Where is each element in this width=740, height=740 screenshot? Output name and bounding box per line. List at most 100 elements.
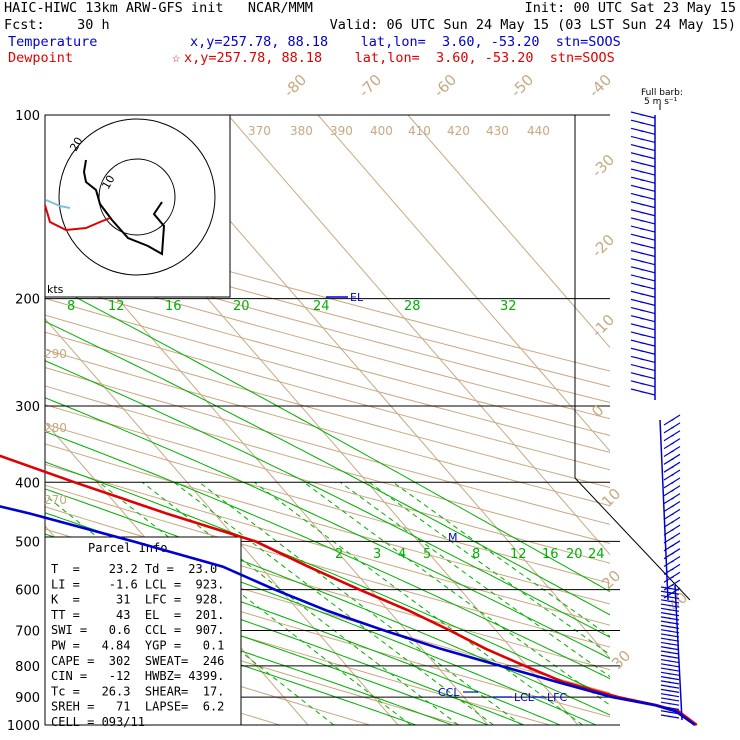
adiabat-label: 440 — [527, 124, 550, 138]
moist-adiabat-line — [45, 488, 610, 716]
hodograph-unit-label: kts — [47, 283, 64, 296]
dewpoint-profile-line — [0, 505, 696, 727]
wind-barb-flag — [640, 391, 645, 393]
moist-adiabat-line — [45, 280, 610, 593]
mixing-ratio-label: 24 — [588, 547, 605, 562]
dry-adiabat-line — [45, 463, 610, 626]
mixing-ratio-label: 3 — [373, 547, 381, 562]
el-label: EL — [350, 291, 364, 304]
wind-barb-flag — [670, 505, 674, 508]
dry-adiabat-line — [45, 599, 460, 725]
wind-barb-flag — [640, 325, 645, 328]
wind-barb-flag — [670, 560, 674, 563]
mixing-ratio-label: 20 — [566, 547, 583, 562]
wind-barb-flag — [670, 568, 674, 571]
wind-barb-flag — [640, 171, 645, 173]
dry-adiabat-line — [45, 234, 610, 388]
mixing-ratio-label: 24 — [313, 299, 330, 314]
wind-panel-border — [574, 477, 691, 601]
wind-barb-flag — [640, 374, 645, 377]
wind-barb-flag — [670, 481, 674, 484]
wind-barb-flag — [640, 366, 645, 369]
isobar-label: 400 — [15, 476, 40, 491]
wind-barb-flag — [640, 187, 645, 190]
parcel-table-row: LI = -1.6 LCL = 923. — [51, 577, 224, 591]
mixing-ratio-label: 16 — [165, 299, 182, 314]
adiabat-label: 280 — [44, 421, 67, 435]
wind-barb-flag — [670, 544, 674, 547]
isobar-label: 1000 — [7, 719, 40, 734]
dry-adiabat-line — [45, 575, 550, 725]
wind-barb-flag — [670, 489, 674, 492]
isotherm-line — [407, 115, 610, 349]
wind-barb-flag — [670, 536, 674, 540]
mixing-ratio-label: 28 — [404, 299, 421, 314]
mixing-ratio-label: 20 — [233, 299, 250, 314]
header-init-time: Init: 00 UTC Sat 23 May 15 — [524, 0, 736, 16]
mixing-ratio-label: 12 — [510, 547, 527, 562]
wind-header-label: Full barb: — [641, 88, 683, 98]
hodograph-trace-low — [44, 204, 111, 232]
wind-barb-flag — [640, 252, 645, 255]
wind-barb-flag — [670, 458, 674, 461]
wind-barb-flag — [640, 268, 645, 271]
wind-barb-flag — [640, 236, 645, 239]
isobar-label: 300 — [15, 400, 40, 415]
wind-barb-flag — [640, 382, 645, 385]
isobar-label: 700 — [15, 625, 40, 640]
wind-barb-flag — [640, 138, 645, 141]
moist-adiabat-line — [45, 431, 610, 680]
ccl-label: CCL — [438, 686, 460, 699]
wind-barb-flag — [640, 277, 645, 279]
isotherm-label: 20 — [598, 567, 624, 593]
wind-barb-flag — [670, 426, 674, 429]
adiabat-label: 290 — [44, 347, 67, 361]
dry-adiabat-line — [45, 484, 610, 648]
wind-barb-flag — [670, 576, 674, 579]
adiabat-label: 380 — [290, 124, 313, 138]
header-model-title: HAIC-HIWC 13km ARW-GFS init NCAR/MMM — [4, 0, 313, 16]
parcel-table-row: Tc = 26.3 SHEAR= 17. — [51, 684, 224, 698]
hodograph-trace-mid — [45, 199, 71, 209]
dry-adiabat-line — [45, 506, 610, 671]
mixing-ratio-label: 8 — [67, 299, 75, 314]
mixing-ratio-label: 2 — [335, 547, 343, 562]
wind-barb-flag — [670, 584, 674, 587]
dewpoint-legend-label: Dewpoint — [8, 50, 74, 66]
adiabat-label: 430 — [486, 124, 509, 138]
moist-adiabat-line — [45, 397, 610, 660]
wind-barb-flag — [640, 342, 645, 345]
parcel-table-row: K = 31 LFC = 928. — [51, 593, 224, 607]
wind-barb-flag — [640, 260, 645, 263]
wind-barb-flag — [640, 309, 645, 312]
wind-barb-flag — [640, 244, 645, 247]
adiabat-label: 270 — [44, 493, 67, 507]
parcel-table-row: SWI = 0.6 CCL = 907. — [51, 623, 224, 637]
dry-adiabat-line — [45, 249, 610, 404]
parcel-table-box — [44, 536, 242, 726]
dry-adiabat-line — [45, 281, 610, 436]
adiabat-label: 420 — [447, 124, 470, 138]
wind-barb-flag — [670, 442, 674, 445]
dry-adiabat-line — [45, 219, 610, 372]
mixing-ratio-line — [254, 481, 583, 725]
wind-barb-flag — [640, 203, 645, 206]
isotherm-line — [227, 115, 610, 556]
isobar-label: 100 — [15, 109, 40, 124]
wind-barb-flag — [670, 552, 674, 555]
dry-adiabat-line — [45, 314, 610, 471]
adiabat-label: 400 — [370, 124, 393, 138]
isotherm-label: -20 — [588, 231, 618, 261]
moist-adiabat-line — [45, 360, 610, 638]
parcel-table-row: TT = 43 EL = 201. — [51, 608, 224, 622]
wind-barb-flag — [640, 114, 645, 116]
parcel-table-row: CIN = -12 HWBZ= 4399. — [51, 669, 224, 683]
mixing-ratio-label: 8 — [472, 547, 480, 562]
wind-barb-flag — [670, 473, 674, 477]
wind-barb-flag — [640, 285, 645, 287]
hodograph-ring-label: 20 — [67, 135, 85, 154]
wind-barb-flag — [670, 418, 674, 422]
parcel-table-row: T = 23.2 Td = 23.0 — [51, 562, 217, 576]
